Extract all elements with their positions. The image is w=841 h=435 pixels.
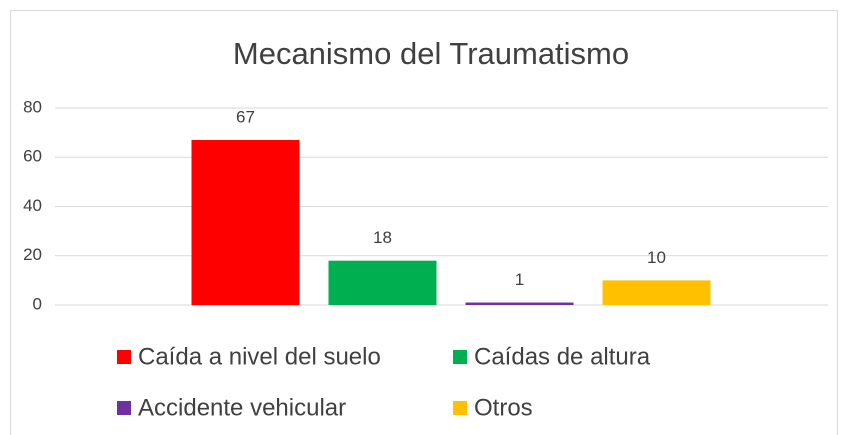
bar: [465, 302, 574, 305]
legend-swatch: [453, 350, 467, 364]
data-label: 18: [373, 228, 392, 247]
legend-label: Otros: [474, 394, 533, 421]
data-label: 10: [647, 248, 666, 267]
bar: [602, 280, 711, 305]
legend-swatch: [453, 401, 467, 415]
legend-label: Caída a nivel del suelo: [138, 343, 381, 370]
y-tick-label: 80: [23, 97, 42, 116]
y-tick-label: 20: [23, 245, 42, 264]
y-tick-label: 60: [23, 147, 42, 166]
data-label: 1: [515, 270, 524, 289]
bar: [328, 260, 437, 305]
chart-title: Mecanismo del Traumatismo: [233, 36, 629, 71]
legend-swatch: [117, 350, 131, 364]
y-tick-label: 0: [33, 294, 42, 313]
legend-label: Caídas de altura: [474, 343, 651, 370]
legend-label: Accidente vehicular: [138, 394, 346, 421]
legend-swatch: [117, 401, 131, 415]
bar: [191, 140, 300, 305]
data-label: 67: [236, 107, 255, 126]
chart-border: [10, 10, 838, 435]
y-tick-label: 40: [23, 196, 42, 215]
